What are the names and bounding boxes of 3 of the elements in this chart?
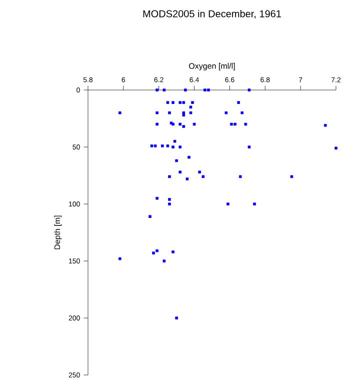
chart-title: MODS2005 in December, 1961 [143,10,281,18]
y-axis-title: Depth [m] [54,216,62,250]
x-axis-title: Oxygen [ml/l] [189,62,235,70]
